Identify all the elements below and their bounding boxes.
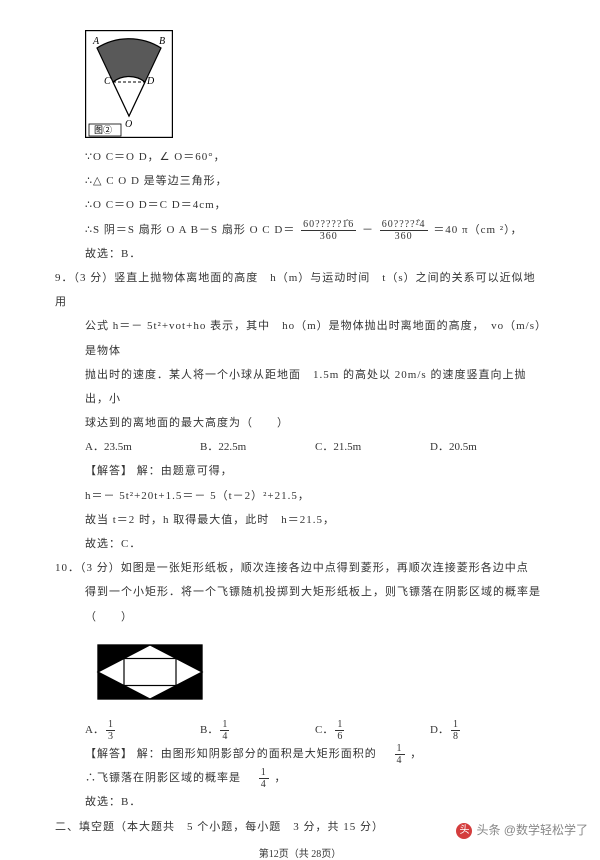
label-D: D (146, 76, 155, 87)
label-B: B (159, 36, 165, 47)
q9-options: A．23.5m B．22.5m C．21.5m D．20.5m (55, 435, 545, 459)
q9-opt-b: B．22.5m (200, 435, 315, 459)
q9-s2: 故当 t＝2 时，h 取得最大值，此时 h＝21.5， (55, 508, 545, 532)
q8-s-line4: ∴S 阴＝S 扇形 O A B－S 扇形 O C D＝ 60?????1̂636… (55, 218, 545, 242)
q10-stem-1: 10．（3 分）如图是一张矩形纸板，顺次连接各边中点得到菱形，再顺次连接菱形各边… (55, 556, 545, 580)
q10-opt-d: D．18 (430, 718, 545, 742)
watermark-logo-icon: 头 (456, 823, 472, 839)
q9-stem-4: 球达到的离地面的最大高度为（ ） (55, 411, 545, 435)
q9-s1: h＝－ 5t²+20t+1.5＝－ 5（t－2）²+21.5， (55, 484, 545, 508)
figure-2-rhombus (55, 635, 545, 712)
q10-options: A．13 B．14 C．16 D．18 (55, 718, 545, 742)
q10-stem-3: （ ） (55, 605, 545, 629)
label-A: A (92, 36, 100, 47)
q10-opt-a: A．13 (85, 718, 200, 742)
watermark-text: 头条 @数学轻松学了 (476, 823, 588, 837)
q9-stem-1: 9．（3 分）竖直上抛物体离地面的高度 h（m）与运动时间 t（s）之间的关系可… (55, 266, 545, 314)
page-body: A B C D O 图② ∵O C＝O D，∠ O＝60°， ∴△ C O D … (0, 0, 600, 860)
figure-1-sector: A B C D O 图② (55, 30, 545, 141)
label-O: O (125, 119, 132, 130)
q9-ans-label: 【解答】 解：由题意可得， (55, 459, 545, 483)
page-footer: 第12页（共 28页） (55, 845, 545, 860)
q9-stem-2: 公式 h＝－ 5t²+vot+ho 表示，其中 ho（m）是物体抛出时离地面的高… (55, 314, 545, 362)
q8-s-line3: ∴O C＝O D＝C D＝4cm， (55, 193, 545, 217)
q10-stem-2: 得到一个小矩形．将一个飞镖随机投掷到大矩形纸板上，则飞镖落在阴影区域的概率是 (55, 580, 545, 604)
q9-opt-c: C．21.5m (315, 435, 430, 459)
q9-opt-d: D．20.5m (430, 435, 545, 459)
q9-opt-a: A．23.5m (85, 435, 200, 459)
watermark: 头头条 @数学轻松学了 (456, 821, 588, 839)
label-caption: 图② (94, 125, 112, 135)
q9-s3: 故选：C． (55, 532, 545, 556)
q9-stem-3: 抛出时的速度．某人将一个小球从距地面 1.5m 的高处以 20m/s 的速度竖直… (55, 363, 545, 411)
q10-s2: 故选：B． (55, 790, 545, 814)
q10-opt-c: C．16 (315, 718, 430, 742)
q8-s-line1: ∵O C＝O D，∠ O＝60°， (55, 145, 545, 169)
q8-s-line2: ∴△ C O D 是等边三角形， (55, 169, 545, 193)
q10-s1: ∴飞镖落在阴影区域的概率是 14 ， (55, 766, 545, 790)
q10-opt-b: B．14 (200, 718, 315, 742)
q10-ans-label: 【解答】 解：由图形知阴影部分的面积是大矩形面积的 14 ， (55, 742, 545, 766)
q8-s-line5: 故选：B． (55, 242, 545, 266)
label-C: C (104, 76, 111, 87)
